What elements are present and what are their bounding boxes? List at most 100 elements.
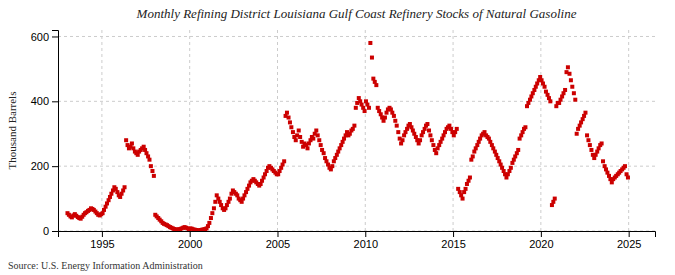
point	[311, 137, 315, 141]
point	[228, 197, 232, 201]
axis-line	[59, 232, 656, 238]
grid-line	[58, 36, 655, 37]
point	[431, 143, 435, 147]
point	[586, 138, 590, 142]
tick-mark	[52, 231, 58, 232]
tick-label: 2025	[617, 238, 641, 250]
point	[149, 164, 153, 168]
title: Monthly Refining District Louisiana Gulf…	[136, 6, 577, 21]
tick: 2020	[529, 231, 553, 250]
grid-line	[277, 30, 278, 231]
grid-line	[101, 30, 102, 231]
tick: 2010	[354, 231, 378, 250]
point	[434, 151, 438, 155]
point	[374, 83, 378, 87]
point	[319, 143, 323, 147]
tick-mark	[277, 231, 278, 237]
point	[383, 116, 387, 120]
point	[352, 124, 356, 128]
point	[588, 143, 592, 147]
tick-mark	[102, 231, 103, 237]
tick-label: 2015	[441, 238, 465, 250]
point	[516, 148, 520, 152]
point	[583, 111, 587, 115]
point	[461, 197, 465, 201]
tick-label: 200	[31, 160, 49, 172]
point	[288, 120, 292, 124]
point	[367, 106, 371, 110]
tick: 2005	[266, 231, 290, 250]
points	[65, 41, 629, 231]
point	[123, 185, 127, 189]
tick: 2000	[178, 231, 202, 250]
point	[585, 133, 589, 137]
point	[330, 164, 334, 168]
point	[553, 197, 557, 201]
point	[471, 154, 475, 158]
point	[569, 78, 573, 82]
point	[287, 116, 291, 120]
point	[464, 187, 468, 191]
point	[317, 138, 321, 142]
tick-mark	[190, 231, 191, 237]
point	[543, 85, 547, 89]
point	[572, 91, 576, 95]
tick: 2025	[617, 231, 641, 250]
chart: Monthly Refining District Louisiana Gulf…	[0, 0, 675, 275]
tick-label: 0	[43, 225, 49, 237]
point	[455, 127, 459, 131]
point	[322, 151, 326, 155]
point	[354, 106, 358, 110]
tick-label: 2010	[354, 238, 378, 250]
point	[601, 159, 605, 163]
point	[285, 111, 289, 115]
tick: 200	[31, 160, 58, 172]
point	[623, 164, 627, 168]
point	[575, 132, 579, 136]
tick-mark	[52, 36, 58, 37]
point	[130, 141, 134, 145]
point	[291, 130, 295, 134]
point	[589, 148, 593, 152]
point	[124, 138, 128, 142]
tick-mark	[365, 231, 366, 237]
axis-line	[52, 31, 59, 232]
point	[600, 141, 604, 145]
point	[282, 159, 286, 163]
point	[430, 138, 434, 142]
point	[210, 211, 214, 215]
point	[212, 206, 216, 210]
point	[395, 124, 399, 128]
point	[152, 174, 156, 178]
grid-line	[628, 30, 629, 231]
y-axis-label: Thousand Barrels	[6, 92, 18, 170]
point	[425, 122, 429, 126]
point	[316, 133, 320, 137]
point	[392, 114, 396, 118]
point	[396, 130, 400, 134]
grid	[58, 30, 655, 231]
point	[548, 99, 552, 103]
tick: 1995	[90, 231, 114, 250]
y-axis: 0 200 400 600	[31, 31, 59, 238]
grid-line	[58, 166, 655, 167]
tick-mark	[541, 231, 542, 237]
tick-label: 400	[31, 95, 49, 107]
point	[626, 176, 630, 180]
tick-mark	[52, 101, 58, 102]
point	[393, 119, 397, 123]
point	[428, 133, 432, 137]
tick-label: 600	[31, 31, 49, 43]
point	[468, 176, 472, 180]
point	[363, 109, 367, 113]
tick: 2015	[441, 231, 465, 250]
tick-label: 2005	[266, 238, 290, 250]
tick-label: 1995	[90, 238, 114, 250]
point	[368, 41, 372, 45]
point	[147, 158, 151, 162]
grid-line	[365, 30, 366, 231]
point	[314, 129, 318, 133]
point	[418, 138, 422, 142]
point	[567, 72, 571, 76]
point	[297, 129, 301, 133]
